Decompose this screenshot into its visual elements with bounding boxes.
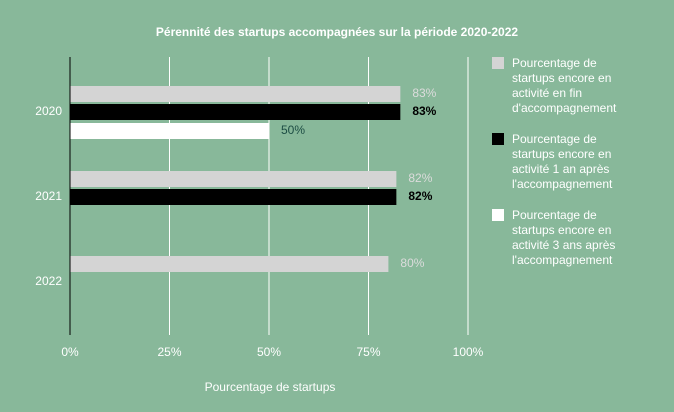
legend-swatch	[492, 57, 504, 69]
chart-title: Pérennité des startups accompagnées sur …	[156, 25, 518, 39]
x-tick-label: 25%	[157, 345, 181, 359]
value-label: 82%	[408, 171, 432, 185]
value-label: 83%	[412, 86, 436, 100]
value-label: 83%	[412, 104, 436, 118]
value-label: 80%	[400, 256, 424, 270]
x-tick-label: 50%	[257, 345, 281, 359]
bar	[70, 86, 401, 102]
value-label: 82%	[408, 189, 432, 203]
legend-entry: Pourcentage de startups encore en activi…	[492, 132, 637, 192]
x-tick-label: 100%	[453, 345, 484, 359]
legend-label: Pourcentage de startups encore en activi…	[512, 56, 617, 115]
legend-label: Pourcentage de startups encore en activi…	[512, 132, 613, 191]
y-tick-label: 2020	[35, 104, 62, 118]
x-tick-label: 0%	[61, 345, 79, 359]
bar	[70, 104, 401, 120]
legend-entry: Pourcentage de startups encore en activi…	[492, 208, 637, 268]
bar	[70, 256, 389, 272]
x-axis-label: Pourcentage de startups	[205, 380, 336, 394]
bar	[70, 189, 397, 205]
legend-swatch	[492, 133, 504, 145]
bar	[70, 171, 397, 187]
legend-entry: Pourcentage de startups encore en activi…	[492, 56, 637, 116]
legend: Pourcentage de startups encore en activi…	[492, 56, 652, 284]
x-tick-label: 75%	[356, 345, 380, 359]
bar	[70, 123, 269, 139]
y-tick-label: 2022	[35, 274, 62, 288]
y-tick-label: 2021	[35, 189, 62, 203]
legend-label: Pourcentage de startups encore en activi…	[512, 208, 616, 267]
legend-swatch	[492, 209, 504, 221]
value-label: 50%	[281, 123, 305, 137]
